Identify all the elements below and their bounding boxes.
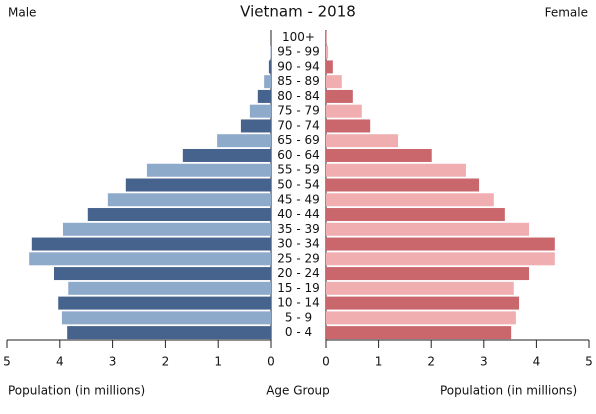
bar (62, 222, 271, 236)
x-axis-label-center: Age Group (266, 384, 330, 398)
bar (87, 208, 271, 222)
age-group-label: 10 - 14 (277, 296, 320, 310)
bar (326, 208, 505, 222)
x-tick-label: 1 (375, 355, 383, 369)
right-label: Female (545, 6, 588, 20)
age-group-label: 25 - 29 (277, 251, 320, 265)
bar (326, 178, 480, 192)
x-tick-label: 3 (480, 355, 488, 369)
bar (249, 104, 271, 118)
bar (270, 45, 271, 59)
bar (68, 281, 271, 295)
bar (326, 311, 516, 325)
age-group-label: 5 - 9 (285, 310, 312, 324)
bar (217, 134, 271, 148)
age-group-label: 60 - 64 (277, 148, 320, 162)
age-group-label: 80 - 84 (277, 89, 320, 103)
age-group-label: 55 - 59 (277, 163, 320, 177)
age-group-label: 75 - 79 (277, 104, 320, 118)
bar (326, 193, 494, 207)
x-tick-label: 2 (162, 355, 170, 369)
bar (326, 134, 399, 148)
bar (264, 75, 271, 89)
left-label: Male (8, 6, 36, 20)
bar (326, 104, 362, 118)
x-tick-label: 4 (56, 355, 64, 369)
bar (125, 178, 271, 192)
bar (31, 237, 272, 251)
x-tick-label: 3 (109, 355, 117, 369)
bar (326, 252, 555, 266)
age-group-label: 0 - 4 (285, 325, 312, 339)
age-group-label: 50 - 54 (277, 178, 320, 192)
bar (326, 281, 514, 295)
bar (107, 193, 272, 207)
x-tick-label: 2 (427, 355, 435, 369)
age-group-label: 100+ (282, 30, 315, 44)
bar (326, 89, 353, 103)
bar (326, 45, 329, 59)
x-tick-label: 0 (267, 355, 275, 369)
age-group-label: 90 - 94 (277, 59, 320, 73)
bar (182, 148, 271, 162)
bar (53, 267, 271, 281)
age-group-label: 70 - 74 (277, 118, 320, 132)
x-axis-label-left: Population (in millions) (8, 384, 145, 398)
x-tick-label: 5 (585, 355, 593, 369)
bar (326, 148, 432, 162)
bar (268, 60, 271, 74)
bar (61, 311, 271, 325)
age-group-label: 30 - 34 (277, 237, 320, 251)
chart-title: Vietnam - 2018 (240, 3, 356, 21)
bar (326, 222, 530, 236)
bar (326, 267, 530, 281)
bar (326, 60, 333, 74)
bar (29, 252, 272, 266)
age-group-label: 15 - 19 (277, 281, 320, 295)
age-group-label: 40 - 44 (277, 207, 320, 221)
x-tick-label: 0 (322, 355, 330, 369)
x-tick-label: 5 (3, 355, 11, 369)
age-group-label: 20 - 24 (277, 266, 320, 280)
x-tick-label: 1 (214, 355, 222, 369)
bar (326, 119, 371, 133)
bar (257, 89, 271, 103)
x-axis-label-right: Population (in millions) (440, 384, 577, 398)
age-group-label: 65 - 69 (277, 133, 320, 147)
bar (326, 296, 520, 310)
bar (67, 326, 271, 340)
bar (326, 30, 327, 44)
bar (326, 163, 466, 177)
bar (326, 75, 342, 89)
age-group-label: 45 - 49 (277, 192, 320, 206)
bar (240, 119, 271, 133)
age-group-label: 35 - 39 (277, 222, 320, 236)
bar (58, 296, 271, 310)
bar (146, 163, 271, 177)
bar (326, 237, 555, 251)
age-group-label: 85 - 89 (277, 74, 320, 88)
age-group-label: 95 - 99 (277, 45, 320, 59)
bar (326, 326, 512, 340)
x-tick-label: 4 (533, 355, 541, 369)
